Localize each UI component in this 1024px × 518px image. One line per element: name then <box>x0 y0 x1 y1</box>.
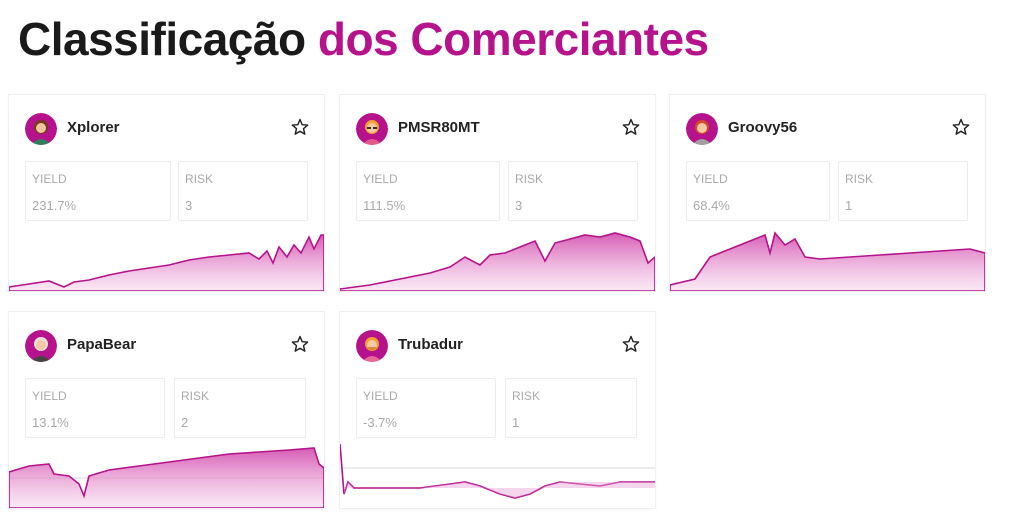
yield-label: YIELD <box>693 172 728 186</box>
trader-card-papabear[interactable]: PapaBear YIELD 13.1% RISK 2 <box>9 312 324 508</box>
risk-label: RISK <box>512 389 541 403</box>
yield-label: YIELD <box>32 172 67 186</box>
favorite-star-icon[interactable] <box>290 334 310 354</box>
older-male-avatar-icon <box>25 330 57 362</box>
yield-value: 13.1% <box>32 415 69 430</box>
risk-label: RISK <box>845 172 874 186</box>
risk-label: RISK <box>515 172 544 186</box>
favorite-star-icon[interactable] <box>621 334 641 354</box>
risk-value: 3 <box>515 198 523 213</box>
yield-value: 68.4% <box>693 198 730 213</box>
favorite-star-icon[interactable] <box>621 117 641 137</box>
trader-card-groovy56[interactable]: Groovy56 YIELD 68.4% RISK 1 <box>670 95 985 291</box>
performance-chart <box>340 232 655 291</box>
yield-value: -3.7% <box>363 415 397 430</box>
risk-box: RISK 3 <box>508 161 638 221</box>
yield-box: YIELD 13.1% <box>25 378 165 438</box>
male-avatar-icon <box>686 113 718 145</box>
yield-label: YIELD <box>32 389 67 403</box>
risk-value: 1 <box>512 415 520 430</box>
yield-value: 111.5% <box>363 198 406 213</box>
favorite-star-icon[interactable] <box>290 117 310 137</box>
risk-box: RISK 3 <box>178 161 308 221</box>
yield-box: YIELD 68.4% <box>686 161 830 221</box>
yield-box: YIELD 231.7% <box>25 161 171 221</box>
yield-label: YIELD <box>363 172 398 186</box>
trader-name: PapaBear <box>67 336 137 353</box>
yield-value: 231.7% <box>32 198 77 213</box>
trader-card-xplorer[interactable]: Xplorer YIELD 231.7% RISK 3 <box>9 95 324 291</box>
yield-label: YIELD <box>363 389 398 403</box>
risk-value: 1 <box>845 198 853 213</box>
risk-label: RISK <box>181 389 210 403</box>
page-title: Classificação dos Comerciantes <box>18 8 709 70</box>
trader-card-trubadur[interactable]: Trubadur YIELD -3.7% RISK 1 <box>340 312 655 508</box>
trader-name: Xplorer <box>67 119 120 136</box>
performance-chart <box>670 231 985 291</box>
favorite-star-icon[interactable] <box>951 117 971 137</box>
risk-value: 3 <box>185 198 193 213</box>
trader-name: Groovy56 <box>728 119 798 136</box>
yield-box: YIELD 111.5% <box>356 161 500 221</box>
page-title-part1: Classificação <box>18 13 306 65</box>
yield-box: YIELD -3.7% <box>356 378 496 438</box>
risk-box: RISK 2 <box>174 378 306 438</box>
performance-chart <box>340 444 655 499</box>
risk-box: RISK 1 <box>838 161 968 221</box>
performance-chart <box>9 234 324 291</box>
risk-box: RISK 1 <box>505 378 637 438</box>
male-beard-avatar-icon <box>356 330 388 362</box>
page-title-part2: dos Comerciantes <box>317 13 709 65</box>
risk-value: 2 <box>181 415 189 430</box>
trader-name: Trubadur <box>398 336 464 353</box>
performance-chart <box>9 447 324 508</box>
male-glasses-avatar-icon <box>356 113 388 145</box>
female-avatar-icon <box>25 113 57 145</box>
trader-name: PMSR80MT <box>398 119 480 136</box>
risk-label: RISK <box>185 172 214 186</box>
trader-card-pmsr80mt[interactable]: PMSR80MT YIELD 111.5% RISK 3 <box>340 95 655 291</box>
